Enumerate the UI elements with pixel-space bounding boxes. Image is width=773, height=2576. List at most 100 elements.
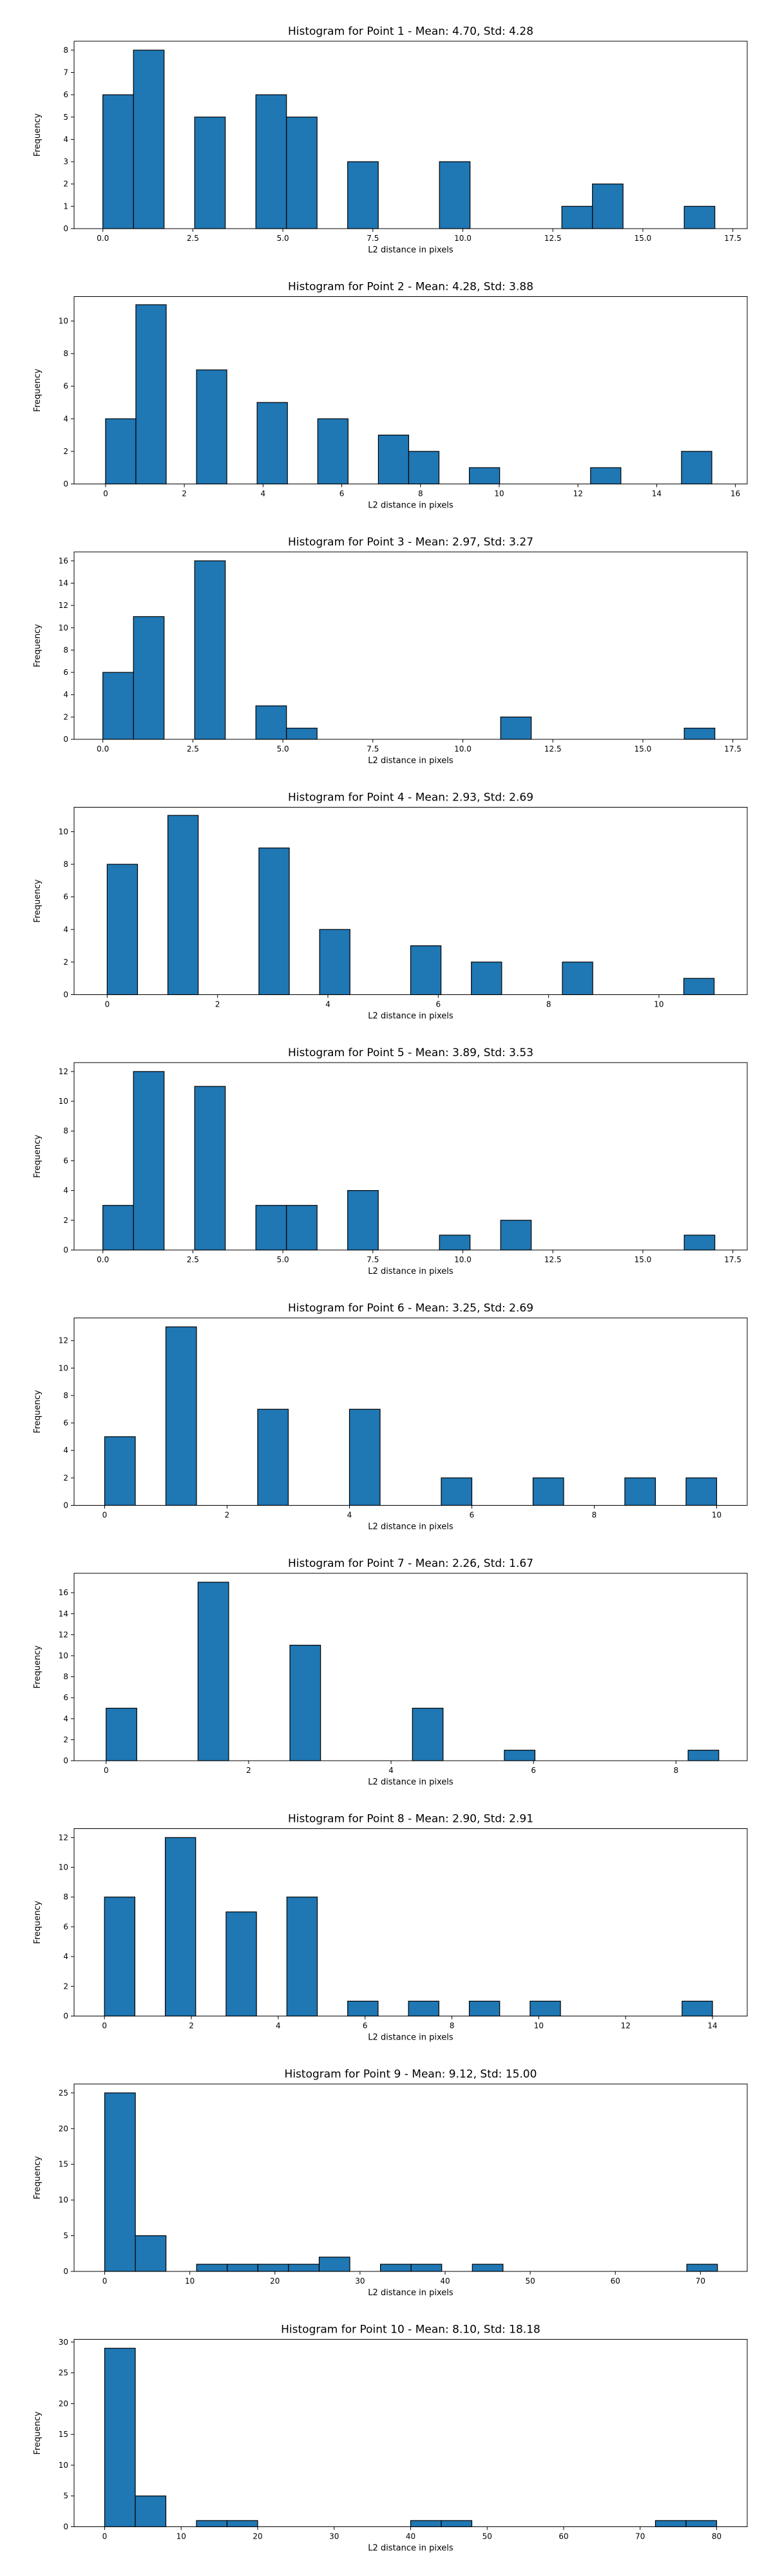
histogram-bar [686, 2264, 718, 2272]
y-tick-label: 6 [63, 382, 68, 391]
y-tick-label: 4 [63, 1446, 68, 1455]
x-tick-label: 70 [696, 2277, 705, 2286]
histogram-bar [194, 1086, 226, 1251]
x-tick-label: 40 [440, 2277, 450, 2286]
histogram-bar [410, 945, 442, 996]
x-tick-label: 10.0 [454, 1255, 472, 1264]
y-tick-label: 10 [59, 2461, 68, 2470]
histogram-bar [286, 117, 318, 229]
y-tick-label: 12 [59, 1067, 68, 1076]
x-axis-label: L2 distance in pixels [368, 245, 453, 255]
y-tick-label: 15 [59, 2160, 68, 2169]
histogram-bar [288, 2264, 320, 2272]
y-tick-label: 12 [59, 601, 68, 610]
x-axis-label: L2 distance in pixels [368, 756, 453, 766]
histogram-bar [255, 705, 287, 740]
x-tick-label: 14 [707, 2022, 717, 2031]
histogram-bar [196, 369, 227, 485]
x-tick-label: 6 [470, 1511, 475, 1520]
x-tick-label: 10 [494, 489, 504, 498]
x-tick-label: 4 [261, 489, 266, 498]
chart-title: Histogram for Point 3 - Mean: 2.97, Std:… [288, 536, 533, 549]
x-tick-label: 15.0 [635, 1255, 652, 1264]
x-tick-label: 17.5 [724, 234, 741, 243]
y-tick-label: 12 [59, 1336, 68, 1345]
histogram-bar [592, 184, 624, 229]
y-tick-label: 14 [59, 579, 68, 588]
histogram-bar [255, 94, 287, 229]
x-axis-label: L2 distance in pixels [368, 2033, 453, 2043]
histogram-panel: Histogram for Point 6 - Mean: 3.25, Std:… [33, 1302, 748, 1532]
x-tick-label: 20 [270, 2277, 280, 2286]
x-tick-label: 10.0 [454, 744, 472, 753]
y-axis-label: Frequency [33, 1135, 43, 1178]
histogram-bar [530, 2000, 561, 2017]
y-tick-label: 6 [63, 668, 68, 677]
x-tick-label: 2 [189, 2022, 194, 2031]
y-tick-label: 0 [63, 224, 68, 233]
chart-title: Histogram for Point 7 - Mean: 2.26, Std:… [288, 1557, 533, 1570]
y-tick-label: 8 [63, 349, 68, 358]
chart-title: Histogram for Point 5 - Mean: 3.89, Std:… [288, 1046, 533, 1059]
x-tick-label: 2.5 [187, 744, 199, 753]
histogram-bar [257, 2264, 289, 2272]
x-tick-label: 50 [525, 2277, 535, 2286]
histogram-bar [319, 929, 350, 996]
histogram-bar [194, 560, 226, 740]
y-tick-label: 5 [63, 2231, 68, 2240]
histogram-bar [167, 815, 199, 996]
y-tick-label: 2 [63, 1735, 68, 1744]
x-tick-label: 4 [325, 1000, 330, 1009]
chart-title: Histogram for Point 8 - Mean: 2.90, Std:… [288, 1813, 533, 1826]
histogram-bar [286, 1897, 318, 2017]
y-tick-label: 0 [63, 2267, 68, 2276]
histogram-bar [197, 1582, 229, 1761]
y-tick-label: 16 [59, 556, 68, 565]
x-tick-label: 0.0 [97, 234, 109, 243]
histogram-bar [255, 1205, 287, 1251]
y-tick-label: 10 [59, 1363, 68, 1372]
y-tick-label: 8 [63, 645, 68, 654]
histogram-bar [412, 1707, 444, 1761]
plot-frame [73, 1318, 748, 1506]
x-tick-label: 0 [102, 2277, 108, 2286]
x-tick-label: 2 [246, 1766, 251, 1775]
histogram-bar [106, 864, 138, 996]
x-tick-label: 7.5 [367, 744, 379, 753]
x-tick-label: 60 [558, 2532, 568, 2541]
histogram-bar [439, 1235, 471, 1251]
x-tick-label: 0.0 [97, 744, 109, 753]
histogram-panel: Histogram for Point 4 - Mean: 2.93, Std:… [33, 791, 748, 1021]
histogram-bar [135, 2235, 167, 2272]
y-tick-label: 8 [63, 1672, 68, 1681]
x-tick-label: 15.0 [635, 744, 652, 753]
y-tick-label: 1 [63, 202, 68, 211]
x-tick-label: 5.0 [277, 234, 289, 243]
y-tick-label: 10 [59, 1097, 68, 1106]
plot-frame [73, 1573, 748, 1761]
y-tick-label: 4 [63, 1186, 68, 1195]
x-tick-label: 2 [225, 1511, 230, 1520]
x-tick-label: 12.5 [544, 234, 562, 243]
histogram-bar [133, 616, 165, 740]
plot-frame [73, 296, 748, 484]
y-tick-label: 25 [59, 2088, 68, 2098]
y-tick-label: 2 [63, 712, 68, 721]
histogram-bar [408, 2000, 439, 2017]
y-axis-label: Frequency [33, 2411, 43, 2454]
y-axis-label: Frequency [33, 1900, 43, 1944]
histogram-bar [377, 434, 410, 485]
y-tick-label: 6 [63, 1156, 68, 1165]
plot-frame [73, 41, 748, 229]
x-tick-label: 17.5 [724, 744, 741, 753]
histogram-panel: Histogram for Point 5 - Mean: 3.89, Std:… [33, 1046, 748, 1276]
x-axis-label: L2 distance in pixels [368, 501, 453, 511]
x-tick-label: 30 [329, 2532, 339, 2541]
y-tick-label: 4 [63, 414, 68, 423]
y-tick-label: 2 [63, 1216, 68, 1225]
histogram-bar [562, 961, 593, 996]
y-tick-label: 8 [63, 1126, 68, 1135]
y-tick-label: 0 [63, 1245, 68, 1255]
histogram-bar [685, 1477, 718, 1506]
